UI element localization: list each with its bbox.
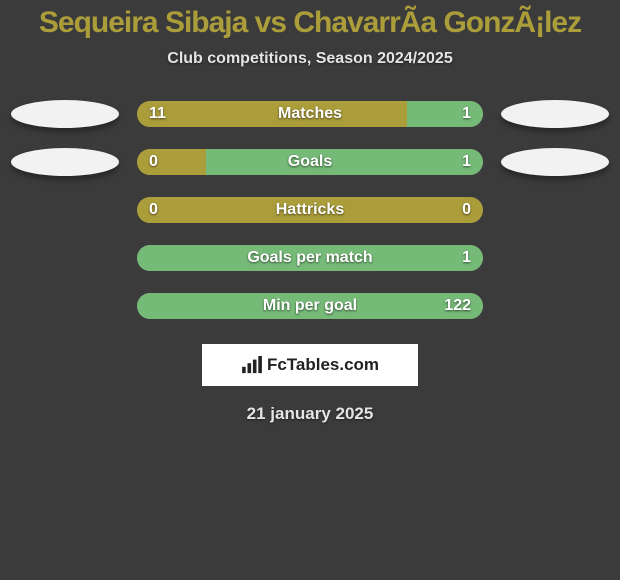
stat-label: Goals [137,149,483,175]
player-right-ellipse [501,148,609,176]
comparison-row: 01Goals [0,148,620,176]
player-right-ellipse [501,100,609,128]
stat-bar: 1Goals per match [137,245,483,271]
comparison-row: 00Hattricks [0,196,620,224]
content: Sequeira Sibaja vs ChavarrÃ­a GonzÃ¡lez … [0,0,620,424]
stat-bar: 01Goals [137,149,483,175]
ellipse-placeholder [11,292,119,320]
page-title: Sequeira Sibaja vs ChavarrÃ­a GonzÃ¡lez [0,6,620,40]
comparison-row: 111Matches [0,100,620,128]
stat-label: Matches [137,101,483,127]
comparison-row: 122Min per goal [0,292,620,320]
stat-bar: 00Hattricks [137,197,483,223]
ellipse-placeholder [501,292,609,320]
stat-label: Min per goal [137,293,483,319]
comparison-rows: 111Matches 01Goals 00Hattricks 1Goals per m… [0,100,620,320]
logo-box[interactable]: FcTables.com [202,344,418,386]
ellipse-placeholder [501,196,609,224]
bars-icon [241,356,263,374]
date-label: 21 january 2025 [0,404,620,424]
player-left-ellipse [11,100,119,128]
stat-label: Hattricks [137,197,483,223]
ellipse-placeholder [11,244,119,272]
stat-bar: 122Min per goal [137,293,483,319]
ellipse-placeholder [11,196,119,224]
logo-text: FcTables.com [267,355,379,375]
stat-label: Goals per match [137,245,483,271]
subtitle: Club competitions, Season 2024/2025 [0,50,620,68]
player-left-ellipse [11,148,119,176]
stat-bar: 111Matches [137,101,483,127]
ellipse-placeholder [501,244,609,272]
comparison-row: 1Goals per match [0,244,620,272]
